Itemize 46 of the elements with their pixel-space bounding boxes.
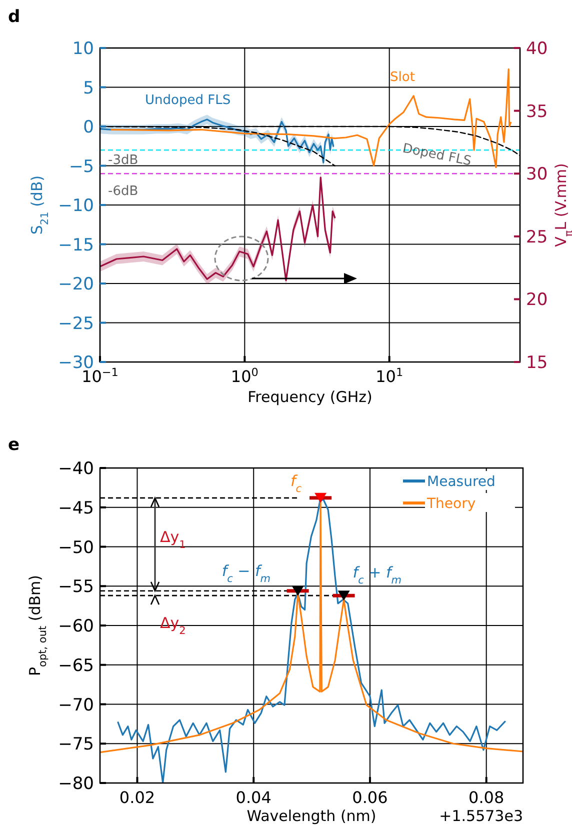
y-tick-label: −80 <box>58 774 94 794</box>
x-tick-label: 0.02 <box>119 788 156 807</box>
series-label: Undoped FLS <box>145 93 231 108</box>
y2-tick-label: 15 <box>526 353 548 373</box>
series-label: Slot <box>390 70 415 85</box>
legend-label: Measured <box>427 474 496 490</box>
y-tick-label: 10 <box>72 39 94 59</box>
chart-title: d <box>8 7 20 27</box>
y-tick-label: −25 <box>58 314 94 334</box>
y2-tick-label: 35 <box>526 102 548 122</box>
x-axis-title: Frequency (GHz) <box>248 388 372 406</box>
y-tick-label: −45 <box>58 498 94 518</box>
text: Doped FLS <box>401 141 472 170</box>
y-tick-label: −75 <box>58 734 94 755</box>
y-tick-label: −15 <box>58 235 94 256</box>
annotation: f$_{c}$ <box>290 472 302 495</box>
x-tick-label: 0.06 <box>352 788 388 807</box>
x-tick-label: 10$^{0}$ <box>230 366 258 386</box>
point <box>314 492 327 503</box>
x-axis-title: Wavelength (nm) <box>246 807 376 825</box>
x-tick-label: 10$^{1}$ <box>376 366 404 386</box>
y2-tick-label: 25 <box>526 227 548 248</box>
y-tick-label: −55 <box>58 577 94 598</box>
y-tick-label: 5 <box>83 78 94 98</box>
y-tick-label: −40 <box>58 459 94 479</box>
y-tick-label: −20 <box>58 274 94 294</box>
y-tick-label: −10 <box>58 196 94 216</box>
x-tick-label: 0.08 <box>468 788 504 807</box>
y2-tick-label: 30 <box>526 164 548 185</box>
x-tick-label: 0.04 <box>236 788 272 807</box>
annotation: f$_{c}$ − f$_{m}$ <box>222 562 271 585</box>
point <box>292 586 304 596</box>
y-tick-label: −70 <box>58 695 94 716</box>
point <box>338 590 350 601</box>
ref-line-label: -6dB <box>108 184 138 199</box>
y-tick-label: −60 <box>58 616 94 636</box>
ref-line-label: -3dB <box>108 153 138 168</box>
legend-label: Theory <box>426 496 476 512</box>
y2-tick-label: 20 <box>526 290 548 310</box>
y-tick-label: 0 <box>83 118 94 138</box>
y2-tick-label: 40 <box>526 39 548 59</box>
y-tick-label: −50 <box>58 538 94 558</box>
y-tick-label: −5 <box>68 156 94 177</box>
y-tick-label: −65 <box>58 656 94 676</box>
text: +1.5573e3 <box>439 807 523 825</box>
chart-title: e <box>8 435 20 455</box>
